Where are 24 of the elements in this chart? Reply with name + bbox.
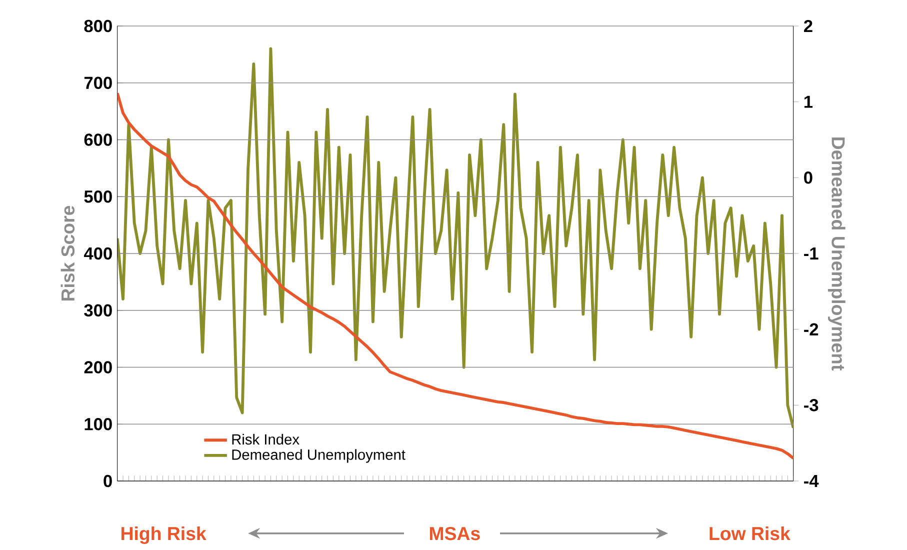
- y2-tick-label: 2: [804, 20, 812, 32]
- y2-axis-title: Demeaned Unemployment: [828, 138, 846, 370]
- y2-tick-label: -4: [804, 475, 819, 487]
- line-series: [117, 47, 794, 430]
- y-tick-label: 300: [84, 304, 112, 317]
- y2-tick-label: -3: [804, 399, 818, 412]
- text: High Risk: [122, 526, 206, 544]
- y-tick-label: 600: [84, 134, 112, 146]
- y-tick-label: 0: [104, 474, 112, 488]
- y-tick-label: 700: [84, 76, 112, 90]
- y2-tick-label: 1: [804, 96, 813, 108]
- y-tick-label: 100: [84, 418, 112, 430]
- y-tick-label: 400: [84, 247, 112, 260]
- x-axis-title: MSAs: [430, 526, 480, 540]
- y-tick-label: 800: [84, 20, 112, 32]
- y-tick-label: 500: [84, 190, 112, 203]
- y-axis-title: Risk Score: [60, 206, 75, 300]
- legend-label: Demeaned Unemployment: [232, 449, 406, 463]
- y2-tick-label: -1: [804, 248, 818, 260]
- y2-tick-label: -2: [804, 323, 818, 336]
- text: Low Risk: [710, 526, 790, 540]
- legend-label: Risk Index: [232, 434, 300, 445]
- y-tick-label: 200: [84, 361, 112, 374]
- y2-tick-label: 0: [804, 172, 812, 184]
